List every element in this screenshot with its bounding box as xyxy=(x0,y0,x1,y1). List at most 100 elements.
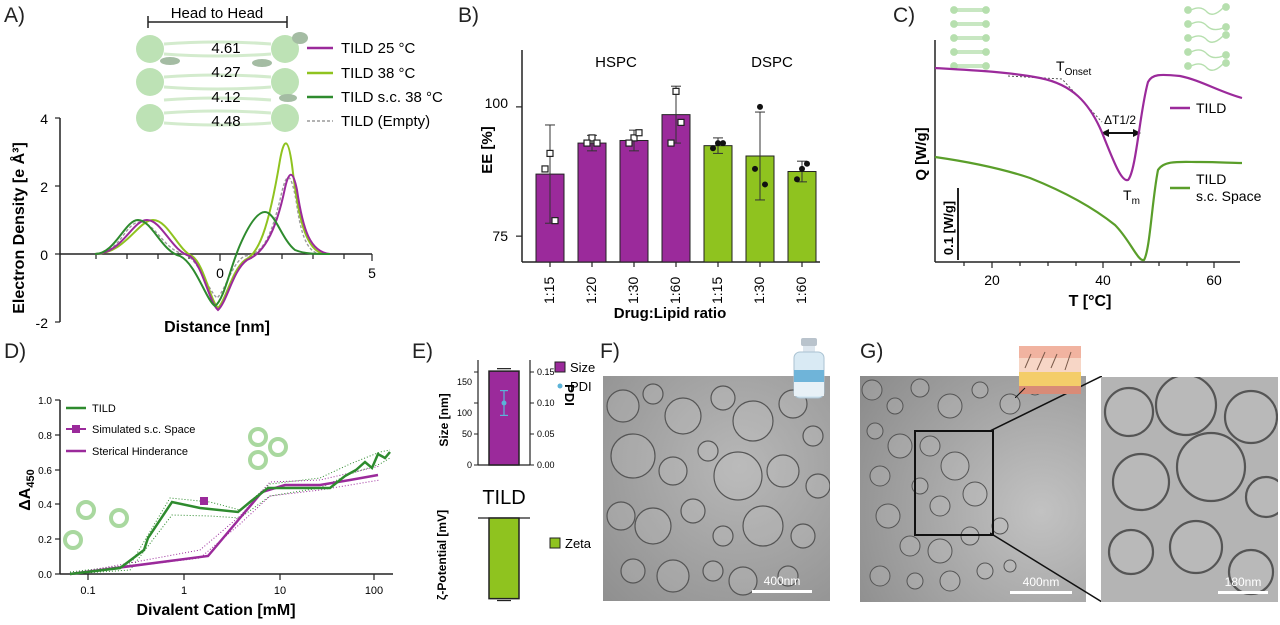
x-tick-label: 10 xyxy=(274,585,286,597)
lipid-head xyxy=(982,34,990,42)
vesicle xyxy=(610,433,656,479)
x-tick-label: 1:15 xyxy=(709,277,725,304)
vesicle xyxy=(790,523,816,549)
vesicle xyxy=(911,477,929,495)
data-point xyxy=(672,87,680,95)
scale-bar-label: 0.1 [W/g] xyxy=(941,201,956,255)
curve-tild-sc xyxy=(934,155,1243,262)
x-tick-label: 1:15 xyxy=(541,277,557,304)
y-tick-label: 4 xyxy=(40,111,48,127)
y-tick-label: 0.0 xyxy=(38,570,52,581)
vesicle xyxy=(802,425,824,447)
lipid-head xyxy=(1222,3,1230,11)
lipid-head xyxy=(950,6,958,14)
vesicle xyxy=(919,435,941,457)
profile-38c xyxy=(94,142,326,310)
simulated-sc-point xyxy=(200,497,208,505)
data-point xyxy=(794,176,800,183)
vesicle xyxy=(976,562,994,580)
data-point xyxy=(667,139,675,147)
scale-bar xyxy=(1218,591,1268,594)
vesicle xyxy=(728,566,758,596)
legend-tild: TILD xyxy=(1196,100,1226,116)
panel-e-size-zeta: 150 100 50 0 0.15 0.10 0.05 0.00 Size [n… xyxy=(435,360,595,602)
y-tick-label: 75 xyxy=(492,228,508,244)
vesicle xyxy=(702,560,724,582)
lipid-head xyxy=(1184,6,1192,14)
vesicle xyxy=(1003,559,1017,573)
data-point xyxy=(630,134,638,142)
vesicle xyxy=(1223,389,1278,445)
x-axis-label: Drug:Lipid ratio xyxy=(614,305,727,322)
legend-tild: TILD xyxy=(92,403,116,415)
data-point xyxy=(546,149,554,158)
vesicle xyxy=(742,505,784,547)
x-tick-label: 1:60 xyxy=(793,277,809,304)
y-tick-label: -2 xyxy=(36,315,49,331)
panel-label-c: C) xyxy=(893,4,916,27)
vesicle xyxy=(939,570,961,592)
bar-size xyxy=(488,370,520,466)
vesicle xyxy=(937,393,963,419)
y-tick-label: 0.8 xyxy=(38,431,52,442)
vesicle xyxy=(927,538,953,564)
lipid-head xyxy=(950,34,958,42)
y-axis-label: EE [%] xyxy=(479,126,496,174)
svg-text:TILD 38 °C: TILD 38 °C xyxy=(341,65,416,82)
bilayer-illustration xyxy=(136,32,308,132)
x-tick-label: 1:20 xyxy=(583,277,599,304)
lipid-head xyxy=(1222,59,1230,67)
profile-sc-38c xyxy=(94,210,331,308)
y-axis-label: Q [W/g] xyxy=(913,127,930,180)
vesicle xyxy=(777,565,799,587)
pdi-tick: 0.10 xyxy=(537,398,555,408)
vesicle xyxy=(940,451,970,481)
lipid-head xyxy=(1184,20,1192,28)
panel-c-dsc-thermogram: 20 40 60 T [°C] Q [W/g] 0.1 [W/g] TOnset… xyxy=(913,3,1262,310)
data-point xyxy=(588,134,596,142)
lipid-head xyxy=(982,20,990,28)
bar-dspc-1-60 xyxy=(787,171,817,263)
data-point xyxy=(635,129,643,137)
vesicle xyxy=(1227,548,1275,596)
vesicle xyxy=(713,451,763,501)
panel-label-f: F) xyxy=(600,340,620,363)
legend-size: Size xyxy=(570,360,595,375)
delta-t-label: ΔT1/2 xyxy=(1104,113,1136,127)
vesicle xyxy=(886,397,904,415)
vesicle xyxy=(606,389,640,423)
legend-pdi: PDI xyxy=(570,379,592,394)
vesicle xyxy=(634,507,672,545)
x-tick-label: 20 xyxy=(984,272,1000,288)
data-point xyxy=(551,217,559,225)
panel-label-a: A) xyxy=(4,4,25,27)
y-tick-label: 2 xyxy=(40,179,48,195)
size-tick: 50 xyxy=(462,429,472,439)
x-tick-label: 100 xyxy=(365,585,383,597)
lipid-head xyxy=(950,48,958,56)
legend-tild-sc-space: s.c. Space xyxy=(1196,188,1262,204)
vesicle xyxy=(680,498,706,524)
distance-value: 4.61 xyxy=(211,40,240,57)
vesicle xyxy=(962,481,988,507)
lipid-tail xyxy=(1190,35,1224,43)
x-tick-label: 1:60 xyxy=(667,277,683,304)
lipid-head xyxy=(1184,48,1192,56)
vesicle xyxy=(710,385,736,411)
lipid-head xyxy=(950,20,958,28)
fluid-phase-lipid-icon xyxy=(1184,3,1230,71)
panel-a-electron-density: Head to Head 4.61 4.27 4.12 4.48 TILD 25… xyxy=(9,5,443,336)
vesicle xyxy=(910,378,930,398)
legend-zeta: Zeta xyxy=(565,536,592,551)
legend-sterical-hinderance: Sterical Hinderance xyxy=(92,446,188,458)
pdi-point xyxy=(501,400,507,406)
legend-tild-sc: TILD xyxy=(1196,171,1226,187)
x-tick-label: 0 xyxy=(216,265,224,281)
vesicle xyxy=(1175,431,1247,503)
data-point xyxy=(757,103,763,110)
vesicle xyxy=(869,565,891,587)
panel-b-bar-chart: 100 75 EE [%] HSPC DSPC Drug:Lipid ratio… xyxy=(479,50,820,322)
data-point xyxy=(752,165,758,172)
data-point xyxy=(799,165,805,172)
lipid-head xyxy=(1184,62,1192,70)
